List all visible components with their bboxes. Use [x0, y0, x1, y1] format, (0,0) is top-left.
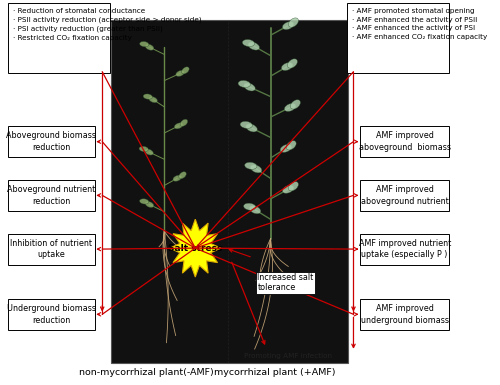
Text: Increased salt
tolerance: Increased salt tolerance [258, 273, 314, 293]
Ellipse shape [280, 144, 291, 152]
FancyBboxPatch shape [8, 3, 110, 73]
Ellipse shape [143, 94, 152, 99]
Text: Salt stress: Salt stress [168, 244, 222, 253]
Ellipse shape [149, 97, 158, 103]
Ellipse shape [286, 141, 296, 150]
Ellipse shape [282, 62, 293, 70]
Text: non-mycorrhizal plant(-AMF): non-mycorrhizal plant(-AMF) [79, 368, 214, 377]
Ellipse shape [174, 123, 183, 129]
FancyBboxPatch shape [360, 234, 449, 264]
Ellipse shape [146, 44, 154, 50]
FancyBboxPatch shape [360, 126, 449, 157]
Ellipse shape [250, 165, 262, 173]
Polygon shape [170, 219, 221, 277]
Ellipse shape [238, 80, 250, 87]
Ellipse shape [140, 42, 149, 47]
Ellipse shape [242, 40, 254, 47]
Text: AMF improved
aboveground nutrient: AMF improved aboveground nutrient [361, 185, 448, 206]
Ellipse shape [244, 83, 256, 91]
Ellipse shape [140, 199, 149, 204]
Ellipse shape [288, 182, 298, 191]
Ellipse shape [139, 146, 148, 152]
Ellipse shape [176, 70, 184, 77]
Ellipse shape [145, 201, 154, 208]
Ellipse shape [145, 149, 154, 155]
Text: Promoting AMF infection: Promoting AMF infection [244, 353, 332, 359]
Text: Underground biomass
reduction: Underground biomass reduction [7, 304, 96, 325]
Text: AMF improved nutrient
uptake (especially P ): AMF improved nutrient uptake (especially… [358, 239, 451, 259]
Ellipse shape [282, 185, 294, 193]
Ellipse shape [246, 124, 258, 132]
Text: · AMF promoted stomatal opening
· AMF enhanced the activity of PSII
· AMF enhanc: · AMF promoted stomatal opening · AMF en… [352, 8, 487, 40]
FancyBboxPatch shape [360, 299, 449, 330]
FancyBboxPatch shape [8, 299, 94, 330]
Text: Aboveground biomass
reduction: Aboveground biomass reduction [6, 131, 96, 152]
Text: Aboveground nutrient
reduction: Aboveground nutrient reduction [7, 185, 96, 206]
Ellipse shape [180, 119, 188, 126]
Ellipse shape [244, 162, 257, 169]
Text: Inhibition of nutrient
uptake: Inhibition of nutrient uptake [10, 239, 92, 259]
Text: · Reduction of stomatal conductance
· PSII activity reduction (acceptor side > d: · Reduction of stomatal conductance · PS… [12, 8, 202, 41]
FancyBboxPatch shape [8, 234, 94, 264]
Text: AMF improved
aboveground  biomass: AMF improved aboveground biomass [358, 131, 450, 152]
Ellipse shape [282, 22, 294, 30]
FancyBboxPatch shape [111, 20, 348, 363]
Ellipse shape [182, 67, 189, 74]
Ellipse shape [290, 100, 300, 109]
Ellipse shape [284, 104, 296, 112]
FancyBboxPatch shape [8, 126, 94, 157]
Ellipse shape [288, 59, 298, 68]
FancyBboxPatch shape [8, 180, 94, 211]
Text: mycorrhizal plant (+AMF): mycorrhizal plant (+AMF) [214, 368, 336, 377]
Ellipse shape [179, 172, 186, 179]
Ellipse shape [240, 121, 252, 128]
Ellipse shape [173, 175, 182, 181]
Text: AMF improved
underground biomass: AMF improved underground biomass [360, 304, 448, 325]
FancyBboxPatch shape [360, 180, 449, 211]
Ellipse shape [244, 203, 256, 210]
Ellipse shape [288, 18, 298, 27]
Ellipse shape [248, 42, 260, 50]
Ellipse shape [250, 206, 261, 214]
FancyBboxPatch shape [347, 3, 449, 73]
